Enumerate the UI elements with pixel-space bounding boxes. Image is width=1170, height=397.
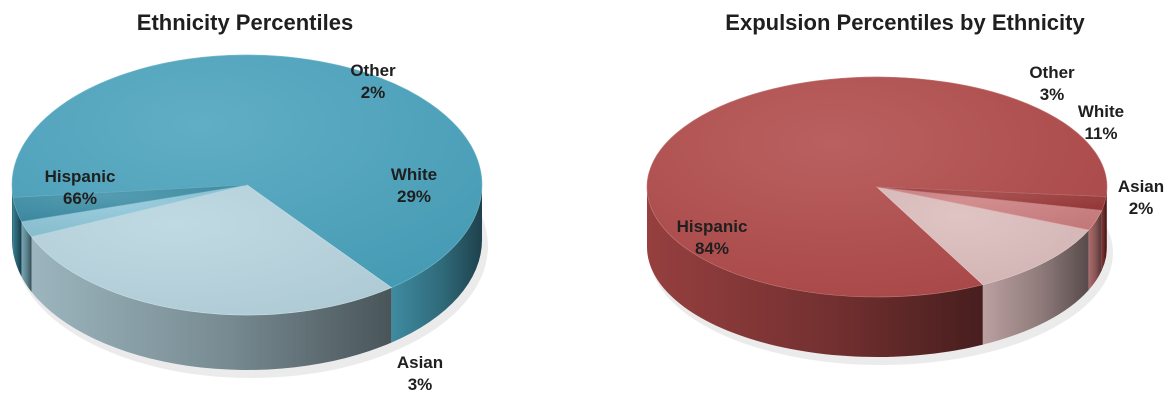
- ethnicity-sides: [12, 185, 482, 370]
- expulsion-side-hispanic: [1106, 187, 1107, 257]
- expulsion-tops: [646, 76, 1108, 298]
- label-hispanic-name: Hispanic: [44, 167, 116, 186]
- ethnicity-tops: [11, 54, 483, 316]
- ethnicity-slice-asian: [12, 184, 248, 222]
- label-other: Other 2%: [350, 60, 395, 104]
- label-asian-value: 2%: [1128, 199, 1154, 218]
- label-white: White 29%: [391, 164, 437, 208]
- ethnicity-pie-chart: Ethnicity Percentiles Hispanic 66% White…: [11, 10, 488, 396]
- label-asian-name: Asian: [1117, 177, 1165, 196]
- label-hispanic-value: 66%: [62, 189, 98, 208]
- label-hispanic: Hispanic 84%: [677, 216, 748, 260]
- pie-svg: [646, 76, 1113, 365]
- expulsion-side-white: [982, 229, 1089, 345]
- label-hispanic: Hispanic 66%: [45, 166, 116, 210]
- expulsion-slice-white: [876, 186, 1090, 285]
- expulsion-sides: [647, 187, 1107, 357]
- label-white-name: White: [390, 165, 438, 184]
- ethnicity-side-hispanic: [391, 185, 482, 343]
- expulsion-pie-chart: Expulsion Percentiles by Ethnicity Hispa…: [585, 0, 1170, 397]
- label-white-name: White: [1077, 102, 1125, 121]
- chart-title: Ethnicity Percentiles: [136, 10, 354, 35]
- label-white-value: 11%: [1084, 124, 1118, 143]
- label-asian-name: Asian: [396, 353, 444, 372]
- label-other-name: Other: [1029, 63, 1075, 82]
- ethnicity-slice-hispanic: [11, 54, 483, 288]
- label-white-value: 29%: [396, 187, 432, 206]
- label-asian: Asian 2%: [1118, 176, 1164, 220]
- expulsion-side-asian: [1101, 196, 1107, 271]
- ethnicity-side-asian: [13, 197, 22, 277]
- label-hispanic-value: 84%: [694, 239, 730, 258]
- ethnicity-slice-white: [30, 184, 392, 316]
- ethnicity-side-white: [31, 236, 392, 370]
- label-white: White 11%: [1078, 101, 1124, 145]
- label-hispanic-name: Hispanic: [676, 217, 748, 236]
- ethnicity-side-hispanic: [12, 185, 14, 253]
- expulsion-side-other: [1088, 210, 1102, 290]
- chart-title: Expulsion Percentiles by Ethnicity: [725, 10, 1085, 35]
- label-other: Other 3%: [1029, 62, 1074, 106]
- label-other-value: 3%: [1039, 85, 1065, 104]
- label-asian-value: 3%: [407, 375, 433, 394]
- label-asian: Asian 3%: [397, 352, 443, 396]
- expulsion-side-hispanic: [647, 187, 983, 357]
- ethnicity-side-other: [21, 221, 32, 292]
- label-other-name: Other: [350, 61, 396, 80]
- expulsion-slice-asian: [876, 186, 1107, 211]
- pie-svg: [11, 54, 488, 378]
- label-other-value: 2%: [360, 83, 386, 102]
